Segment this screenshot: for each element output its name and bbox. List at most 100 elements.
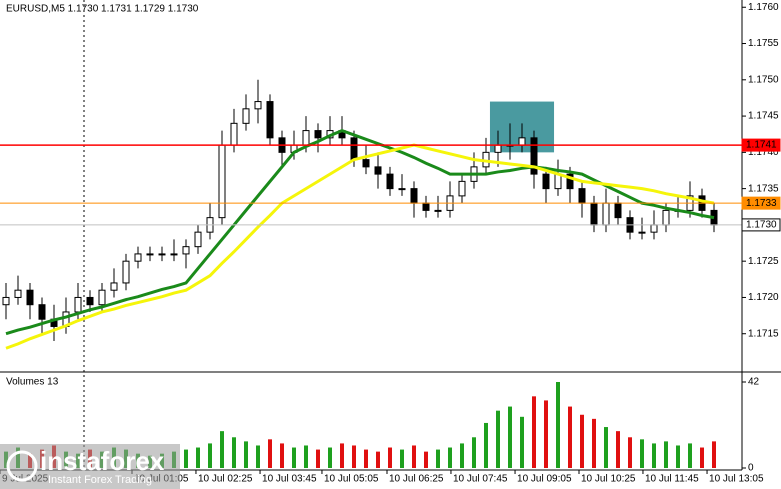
volume-bar — [244, 441, 248, 468]
chart-title: EURUSD,M5 1.1730 1.1731 1.1729 1.1730 — [6, 4, 199, 15]
candle-body — [410, 188, 418, 204]
volume-bar — [664, 441, 668, 468]
volume-bar — [628, 437, 632, 468]
candle-body — [494, 144, 502, 153]
x-tick-label: 10 Jul 03:45 — [262, 474, 317, 485]
volume-bar — [472, 437, 476, 468]
candle-body — [98, 289, 106, 306]
candle-body — [74, 296, 82, 313]
volume-bar — [508, 406, 512, 468]
volume-bar — [280, 443, 284, 468]
candle-body — [374, 166, 382, 175]
volume-bar — [184, 449, 188, 468]
candle-body — [26, 289, 34, 306]
volume-bar — [400, 449, 404, 468]
volume-bar — [568, 406, 572, 468]
volume-bar — [496, 410, 500, 468]
volume-bar — [484, 422, 488, 468]
volume-bar — [196, 447, 200, 468]
candle-body — [314, 130, 322, 139]
candle-body — [86, 296, 94, 306]
y-tick-label: 1.1750 — [748, 74, 779, 85]
volume-bar — [652, 443, 656, 468]
candle-body — [122, 260, 130, 284]
watermark-logo — [6, 450, 38, 482]
volume-bar — [712, 441, 716, 468]
volume-bar — [436, 449, 440, 468]
candle-body — [266, 101, 274, 139]
volume-bar — [376, 451, 380, 468]
candle-body — [134, 253, 142, 262]
x-tick-label: 10 Jul 11:45 — [645, 474, 699, 485]
candle-body — [230, 122, 238, 146]
watermark: instaforex — [40, 446, 165, 476]
candle-body — [194, 231, 202, 248]
candle-body — [110, 282, 118, 291]
volume-bar — [532, 396, 536, 468]
y-tick-label: 1.1755 — [748, 38, 779, 49]
x-tick-label: 10 Jul 05:05 — [324, 474, 379, 485]
volume-bar — [232, 437, 236, 468]
volume-bar — [580, 414, 584, 468]
candle-body — [650, 224, 658, 233]
candle-body — [398, 188, 406, 191]
volume-bar — [520, 416, 524, 468]
candle-body — [662, 209, 670, 226]
candle-body — [218, 144, 226, 219]
level-label-box — [741, 218, 781, 232]
volume-bar — [208, 443, 212, 468]
x-tick-label: 10 Jul 10:25 — [581, 474, 636, 485]
level-label-box — [741, 138, 781, 152]
level-label: 1.1741 — [746, 140, 777, 151]
candle-body — [2, 296, 10, 306]
y-tick-label: 1.1745 — [748, 111, 779, 122]
volume-bar — [268, 439, 272, 468]
candle-body — [146, 253, 154, 256]
volume-bar — [640, 439, 644, 468]
y-tick-label: 1.1735 — [748, 183, 779, 194]
candle-body — [590, 202, 598, 226]
candle-body — [242, 108, 250, 124]
x-tick-label: 10 Jul 02:25 — [198, 474, 253, 485]
candle-body — [458, 180, 466, 197]
volume-bar — [220, 431, 224, 468]
volume-bar — [556, 382, 560, 468]
y-tick-label: 1.1740 — [748, 147, 779, 158]
volume-bar — [328, 447, 332, 468]
level-label-box — [741, 196, 781, 210]
volume-bar — [316, 449, 320, 468]
volume-bar — [256, 445, 260, 468]
candle-body — [530, 137, 538, 175]
y-tick-label: 1.1715 — [748, 328, 779, 339]
moving-average — [5, 128, 715, 336]
candle-body — [614, 202, 622, 219]
candle-body — [362, 159, 370, 168]
x-tick-label: 10 Jul 06:25 — [389, 474, 444, 485]
candle-body — [578, 188, 586, 204]
x-tick-label: 10 Jul 07:45 — [453, 474, 508, 485]
candle-body — [638, 231, 646, 234]
volume-bar — [292, 447, 296, 468]
volume-bar — [460, 443, 464, 468]
candle-body — [422, 202, 430, 211]
volume-bar — [340, 443, 344, 468]
candle-body — [386, 173, 394, 190]
volume-bar — [424, 451, 428, 468]
x-tick-label: 10 Jul 09:05 — [517, 474, 572, 485]
volume-bar — [676, 445, 680, 468]
level-label: 1.1730 — [746, 220, 777, 231]
volume-bar — [304, 445, 308, 468]
volume-bar — [616, 431, 620, 468]
candle-body — [14, 289, 22, 298]
v-tick-label: 42 — [748, 377, 760, 388]
candle-body — [170, 253, 178, 256]
volume-bar — [688, 443, 692, 468]
candle-body — [38, 304, 46, 320]
volume-bar — [592, 418, 596, 468]
y-tick-label: 1.1720 — [748, 292, 779, 303]
volume-bar — [352, 445, 356, 468]
candle-body — [254, 101, 262, 110]
volume-bar — [544, 400, 548, 468]
